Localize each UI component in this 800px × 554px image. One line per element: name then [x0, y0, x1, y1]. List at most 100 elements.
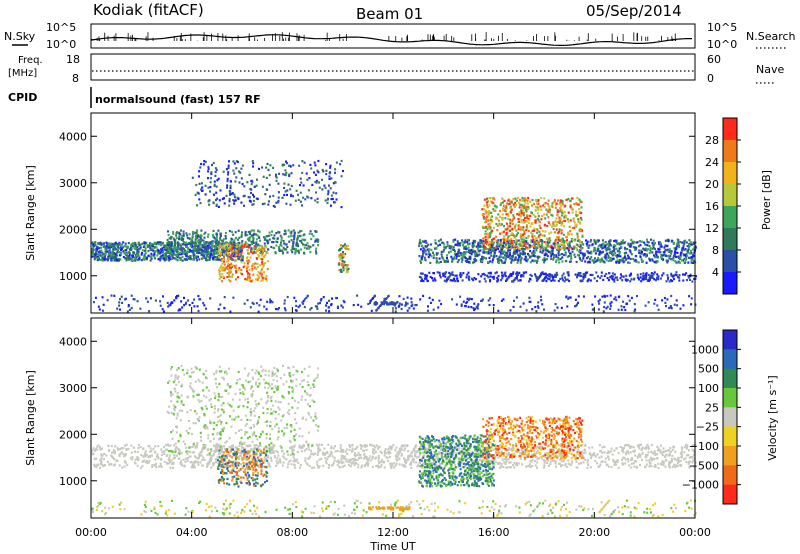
power-echo: [310, 246, 312, 248]
power-echo: [307, 295, 309, 297]
power-echo: [445, 246, 447, 248]
power-echo: [135, 259, 137, 261]
power-echo: [339, 163, 341, 165]
power-echo: [490, 272, 492, 274]
power-echo: [580, 248, 582, 250]
power-echo: [250, 280, 252, 282]
power-echo: [278, 248, 280, 250]
power-echo: [691, 280, 693, 282]
power-echo: [291, 185, 293, 187]
power-echo: [216, 204, 218, 206]
power-echo: [492, 208, 494, 210]
power-echo: [523, 207, 525, 209]
power-echo: [250, 251, 252, 253]
power-echo: [631, 253, 633, 255]
power-echo: [275, 174, 277, 176]
power-echo: [207, 187, 209, 189]
power-echo: [168, 304, 170, 306]
power-echo: [520, 204, 522, 206]
power-echo: [148, 250, 150, 252]
power-echo: [606, 259, 608, 261]
power-echo: [209, 297, 211, 299]
power-echo: [595, 252, 597, 254]
power-echo: [433, 309, 435, 311]
power-echo: [241, 240, 243, 242]
power-echo: [638, 245, 640, 247]
power-echo: [208, 256, 210, 258]
power-echo: [309, 164, 311, 166]
power-echo: [659, 251, 661, 253]
power-echo: [198, 198, 200, 200]
power-echo: [683, 245, 685, 247]
power-echo: [490, 275, 492, 277]
power-echo: [560, 244, 562, 246]
nsearch-tick-top: 10^5: [707, 21, 737, 34]
power-echo: [535, 249, 537, 251]
power-echo: [524, 248, 526, 250]
power-echo: [605, 255, 607, 257]
power-echo: [228, 252, 230, 254]
power-echo: [590, 279, 592, 281]
colorbar-segment: [723, 250, 737, 273]
power-echo: [504, 261, 506, 263]
power-echo: [488, 214, 490, 216]
power-echo: [296, 310, 298, 312]
power-echo: [210, 248, 212, 250]
power-echo: [107, 257, 109, 259]
power-echo: [99, 308, 101, 310]
power-echo: [441, 256, 443, 258]
power-echo: [651, 242, 653, 244]
power-echo: [342, 306, 344, 308]
power-echo: [550, 258, 552, 260]
power-echo: [462, 272, 464, 274]
power-echo: [288, 229, 290, 231]
power-echo: [277, 231, 279, 233]
power-echo: [275, 252, 277, 254]
power-echo: [523, 230, 525, 232]
power-echo: [428, 256, 430, 258]
power-echo: [419, 298, 421, 300]
power-echo: [176, 251, 178, 253]
power-echo: [513, 252, 515, 254]
power-echo: [508, 248, 510, 250]
power-echo: [543, 197, 545, 199]
power-echo: [416, 304, 418, 306]
power-echo: [289, 188, 291, 190]
power-echo: [293, 297, 295, 299]
power-echo: [264, 203, 266, 205]
power-echo: [524, 202, 526, 204]
power-echo: [226, 187, 228, 189]
power-echo: [191, 238, 193, 240]
power-echo: [534, 306, 536, 308]
power-echo: [477, 273, 479, 275]
power-echo: [236, 246, 238, 248]
power-echo: [262, 247, 264, 249]
power-echo: [396, 301, 398, 303]
power-echo: [569, 241, 571, 243]
power-echo: [634, 310, 636, 312]
power-echo: [523, 302, 525, 304]
power-echo: [678, 277, 680, 279]
power-echo: [240, 243, 242, 245]
power-echo: [201, 186, 203, 188]
power-echo: [511, 258, 513, 260]
power-echo: [121, 296, 123, 298]
power-echo: [555, 303, 557, 305]
power-echo: [310, 238, 312, 240]
power-echo: [557, 214, 559, 216]
colorbar-segment: [723, 140, 737, 163]
power-echo: [312, 235, 314, 237]
power-echo: [98, 253, 100, 255]
power-echo: [669, 248, 671, 250]
power-echo: [550, 231, 552, 233]
power-echo: [144, 254, 146, 256]
power-echo: [264, 193, 266, 195]
power-echo: [249, 277, 251, 279]
colorbar-tick-label: 20: [705, 178, 719, 191]
power-echo: [258, 311, 260, 313]
power-echo: [118, 260, 120, 262]
power-echo: [235, 231, 237, 233]
power-echo: [488, 299, 490, 301]
power-echo: [508, 244, 510, 246]
power-echo: [229, 269, 231, 271]
